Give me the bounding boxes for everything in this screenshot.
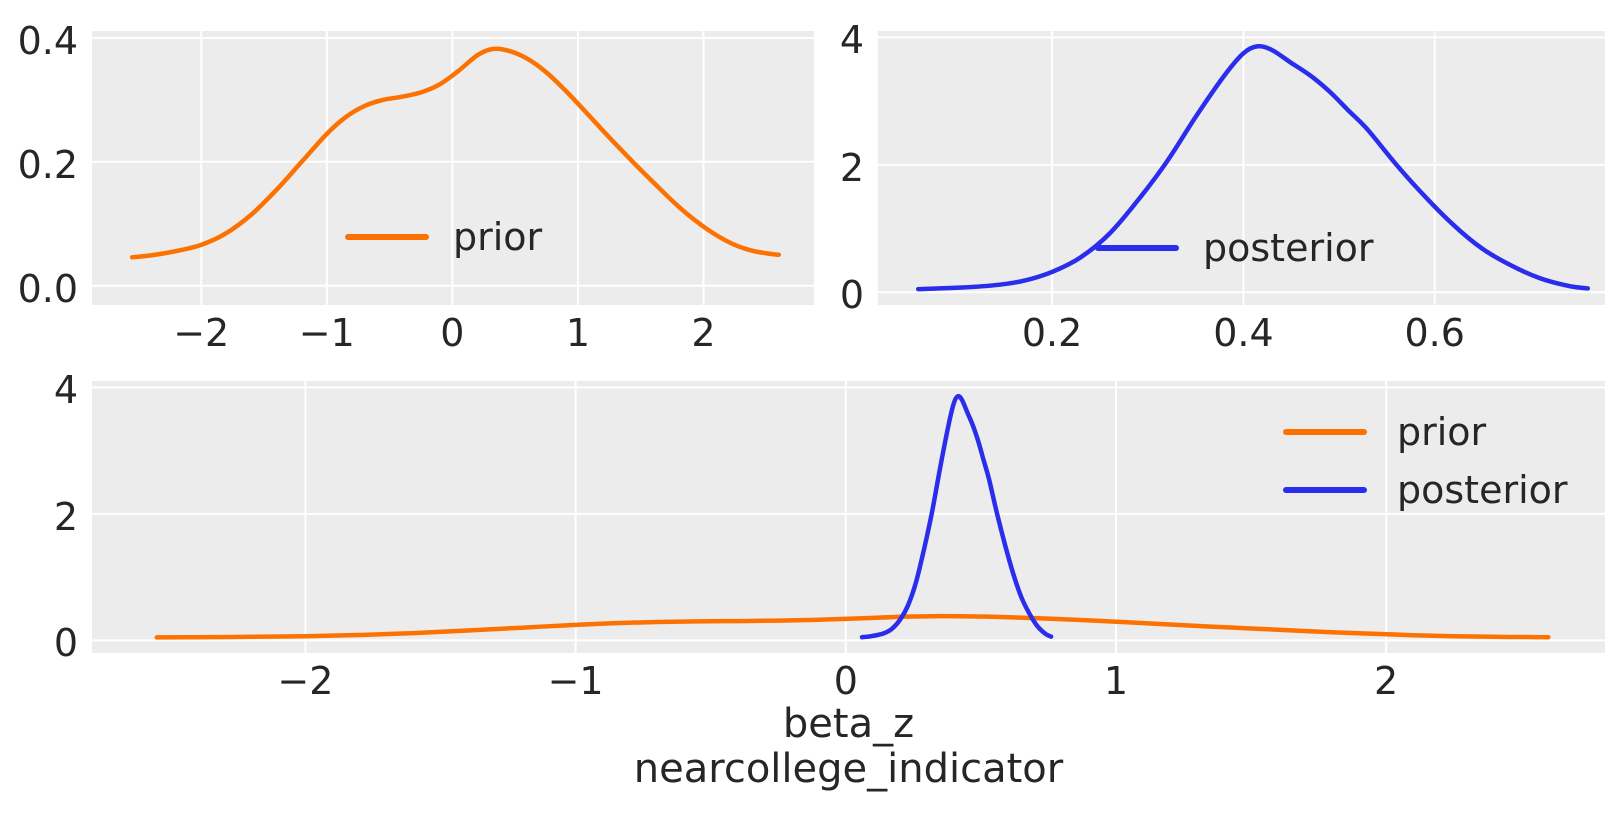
y-tick-label: 4	[839, 18, 864, 63]
y-tick-label: 0	[53, 621, 78, 666]
y-tick-label: 0.4	[17, 18, 78, 63]
legend-posterior-marginal: posterior	[1095, 229, 1374, 267]
x-axis-label: beta_z nearcollege_indicator	[92, 702, 1605, 792]
posterior-legend-line	[1095, 245, 1179, 251]
plot-area-prior-marginal	[92, 31, 814, 305]
x-tick-label: −1	[298, 311, 355, 355]
x-tick-label: −2	[277, 659, 334, 703]
y-tick-label: 2	[839, 145, 864, 190]
x-tick-label: 1	[565, 311, 591, 355]
x-tick-label: −2	[173, 311, 230, 355]
posterior-curve	[859, 393, 1054, 640]
legend-row-prior: prior	[1283, 408, 1486, 456]
x-tick-label: 0.6	[1404, 311, 1465, 355]
prior-legend-label: prior	[453, 215, 543, 259]
y-tick-label: 4	[53, 368, 78, 413]
y-tick-label: 0	[839, 273, 864, 318]
x-tick-label: −1	[547, 659, 604, 703]
panel-prior-marginal	[92, 31, 814, 305]
legend-prior-marginal: prior	[345, 218, 542, 256]
x-axis-label-line2: nearcollege_indicator	[633, 745, 1064, 792]
y-tick-label: 2	[53, 494, 78, 539]
x-tick-label: 2	[1374, 659, 1399, 703]
x-tick-label: 0.2	[1021, 311, 1083, 355]
posterior-legend-label: posterior	[1203, 226, 1374, 270]
x-tick-label: 0	[440, 311, 465, 355]
plot-area-prior-posterior-comparison	[92, 381, 1605, 653]
prior-legend-line	[1283, 429, 1367, 435]
x-tick-label: 0	[833, 659, 858, 703]
posterior-legend-line	[1283, 487, 1367, 493]
prior-curve	[129, 46, 782, 260]
x-tick-label: 0.4	[1213, 311, 1274, 355]
panel-posterior-marginal	[878, 31, 1605, 305]
y-tick-label: 0.2	[17, 142, 78, 187]
y-tick-label: 0.0	[17, 266, 78, 311]
x-axis-label-line1: beta_z	[782, 701, 915, 747]
panel-prior-posterior-comparison	[92, 381, 1605, 653]
x-tick-label: 1	[1103, 659, 1129, 703]
prior-curve	[154, 613, 1551, 640]
legend-comparison: prior posterior	[1283, 408, 1568, 514]
prior-legend-line	[345, 234, 429, 240]
x-tick-label: 2	[691, 311, 716, 355]
posterior-curve	[915, 43, 1591, 292]
plot-area-posterior-marginal	[878, 31, 1605, 305]
prior-legend-label: prior	[1397, 410, 1487, 454]
posterior-legend-label: posterior	[1397, 468, 1568, 512]
legend-row-posterior: posterior	[1283, 466, 1568, 514]
